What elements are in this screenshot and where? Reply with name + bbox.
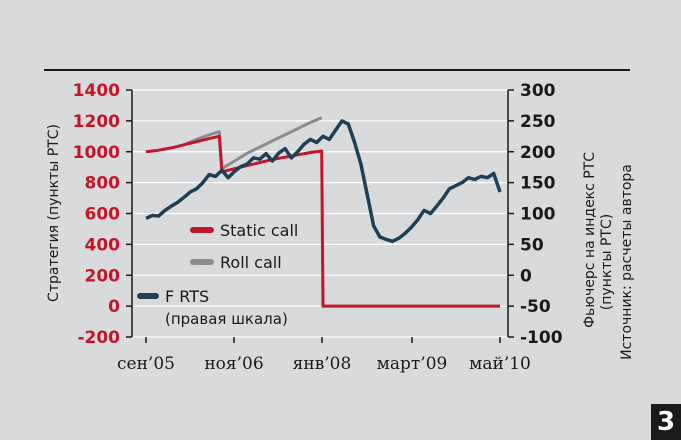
figure-number-badge: 3 <box>651 404 681 440</box>
left-axis-label: Стратегия (пункты РТС) <box>46 124 62 302</box>
legend-sublabel: (правая шкала) <box>165 310 288 328</box>
left-tick-label: 600 <box>85 205 121 225</box>
right-tick-label: -100 <box>520 328 563 348</box>
left-tick-label: -200 <box>77 328 120 348</box>
right-tick-label: 100 <box>520 205 556 225</box>
x-tick-label: май’10 <box>469 354 531 374</box>
x-tick-label: сен’05 <box>117 354 175 374</box>
gridlines <box>132 89 508 338</box>
series-line-roll-call <box>183 116 323 171</box>
right-tick-label: 300 <box>520 81 556 101</box>
left-tick-label: 400 <box>85 235 121 255</box>
right-axis-label-line1: Фьючерс на индекс РТС <box>582 152 598 328</box>
right-tick-label: 150 <box>520 174 556 194</box>
right-tick-label: -50 <box>520 297 551 317</box>
right-tick-label: 50 <box>520 235 544 255</box>
legend-label: Roll call <box>220 253 282 272</box>
left-tick-label: 1000 <box>73 143 120 163</box>
left-tick-label: 0 <box>108 297 120 317</box>
series-line-static-call <box>145 134 500 308</box>
x-tick-label: март’09 <box>377 354 448 374</box>
x-tick-label: янв’08 <box>293 354 352 374</box>
legend-label: Static call <box>220 221 298 240</box>
left-tick-label: 1400 <box>73 81 120 101</box>
legend: Static call Roll call F RTS (правая шкала) <box>137 221 298 328</box>
left-axis-ticks: 1400 1200 1000 800 600 400 200 0 -200 <box>73 81 132 348</box>
left-tick-label: 800 <box>85 174 121 194</box>
x-tick-label: ноя’06 <box>204 354 263 374</box>
series-layer <box>145 116 502 308</box>
right-tick-label: 250 <box>520 112 556 132</box>
right-axis-label-line2: (пункты РТС) <box>599 214 615 310</box>
right-tick-label: 0 <box>520 266 532 286</box>
left-tick-label: 1200 <box>73 112 120 132</box>
right-tick-label: 200 <box>520 143 556 163</box>
x-axis-ticks: сен’05 ноя’06 янв’08 март’09 май’10 <box>117 337 531 374</box>
right-axis-ticks: 300 250 200 150 100 50 0 -50 -100 <box>508 81 563 348</box>
legend-label: F RTS <box>165 287 209 306</box>
series-line-f-rts <box>145 119 502 244</box>
left-tick-label: 200 <box>85 266 121 286</box>
source-note: Источник: расчеты автора <box>619 164 635 360</box>
